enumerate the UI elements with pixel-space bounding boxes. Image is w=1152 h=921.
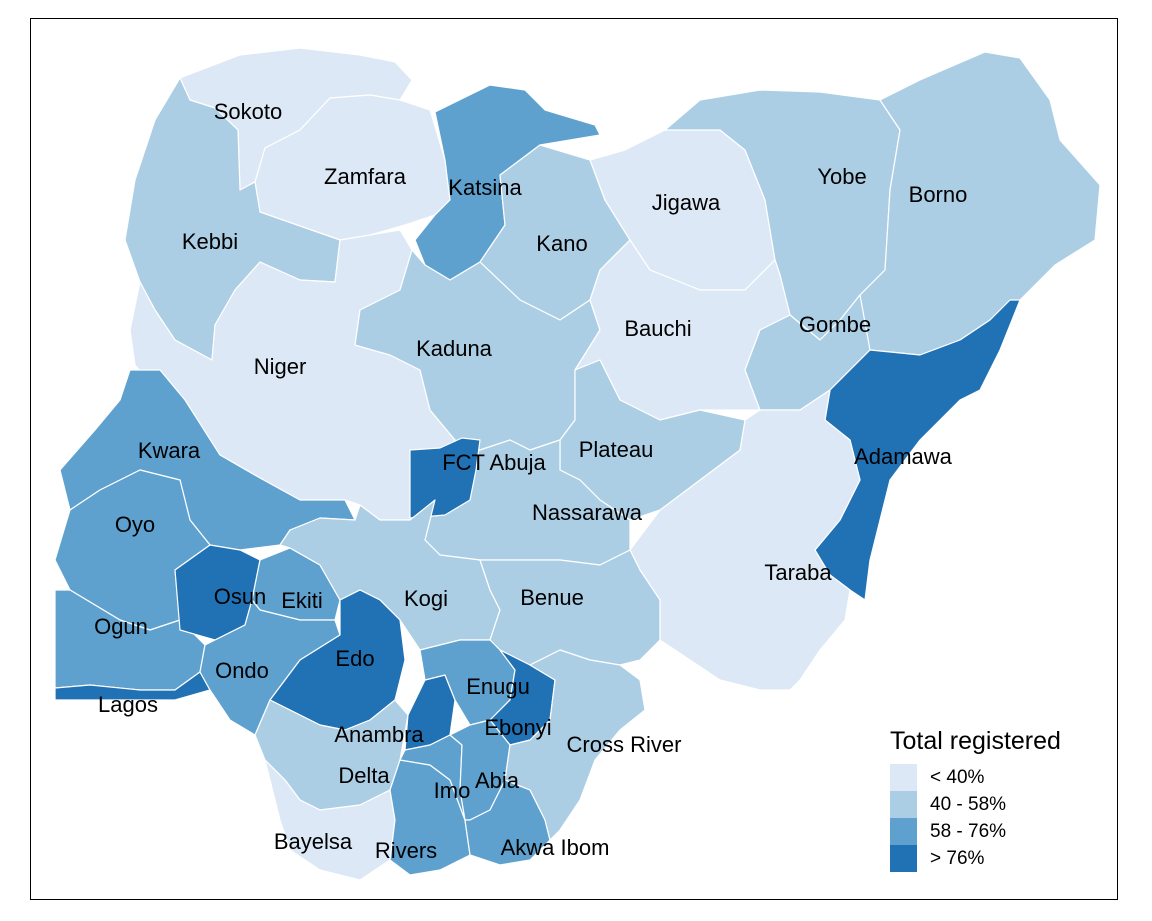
state-label-delta: Delta xyxy=(338,763,390,788)
legend-item: 58 - 76% xyxy=(890,818,1061,845)
state-cross-river xyxy=(504,649,646,841)
legend-swatch xyxy=(890,818,917,845)
state-label-enugu: Enugu xyxy=(466,674,530,699)
state-label-cross-river: Cross River xyxy=(567,732,682,757)
state-benue xyxy=(479,549,661,666)
state-label-rivers: Rivers xyxy=(375,838,437,863)
legend-title: Total registered xyxy=(890,727,1061,755)
legend-item: > 76% xyxy=(890,845,1061,872)
state-label-adamawa: Adamawa xyxy=(854,444,953,469)
state-label-ogun: Ogun xyxy=(94,614,148,639)
state-label-ekiti: Ekiti xyxy=(281,588,323,613)
state-label-lagos: Lagos xyxy=(98,692,158,717)
legend-swatch xyxy=(890,791,917,818)
state-label-edo: Edo xyxy=(335,646,374,671)
state-label-ondo: Ondo xyxy=(215,658,269,683)
state-label-oyo: Oyo xyxy=(115,512,155,537)
state-label-plateau: Plateau xyxy=(579,437,654,462)
state-label-niger: Niger xyxy=(254,354,307,379)
state-label-abia: Abia xyxy=(475,768,520,793)
state-label-kebbi: Kebbi xyxy=(182,229,238,254)
state-label-bauchi: Bauchi xyxy=(624,316,691,341)
state-label-ebonyi: Ebonyi xyxy=(484,715,551,740)
legend-swatch xyxy=(890,764,917,791)
state-label-borno: Borno xyxy=(909,182,968,207)
state-label-gombe: Gombe xyxy=(799,312,871,337)
state-label-bayelsa: Bayelsa xyxy=(274,829,353,854)
state-label-akwa-ibom: Akwa Ibom xyxy=(501,835,610,860)
legend-item: 40 - 58% xyxy=(890,791,1061,818)
state-label-fct-abuja: FCT Abuja xyxy=(442,450,546,475)
state-label-anambra: Anambra xyxy=(334,722,424,747)
state-label-imo: Imo xyxy=(434,778,471,803)
legend-item: < 40% xyxy=(890,764,1061,791)
state-label-kaduna: Kaduna xyxy=(416,336,493,361)
state-label-kogi: Kogi xyxy=(404,586,448,611)
state-label-kano: Kano xyxy=(536,231,587,256)
state-taraba xyxy=(629,389,861,691)
state-label-katsina: Katsina xyxy=(448,175,522,200)
state-label-yobe: Yobe xyxy=(817,164,866,189)
state-label-zamfara: Zamfara xyxy=(324,164,407,189)
legend-label: > 76% xyxy=(930,847,985,869)
legend-label: 40 - 58% xyxy=(930,793,1007,815)
state-label-jigawa: Jigawa xyxy=(652,190,721,215)
legend-swatch xyxy=(890,845,917,872)
legend: Total registered < 40% 40 - 58% 58 - 76%… xyxy=(890,727,1061,872)
state-label-taraba: Taraba xyxy=(764,560,832,585)
state-label-sokoto: Sokoto xyxy=(214,99,283,124)
legend-label: 58 - 76% xyxy=(930,820,1007,842)
state-label-osun: Osun xyxy=(214,584,267,609)
legend-label: < 40% xyxy=(930,766,985,788)
state-label-nassarawa: Nassarawa xyxy=(532,500,643,525)
state-label-kwara: Kwara xyxy=(138,438,201,463)
state-label-benue: Benue xyxy=(520,585,584,610)
